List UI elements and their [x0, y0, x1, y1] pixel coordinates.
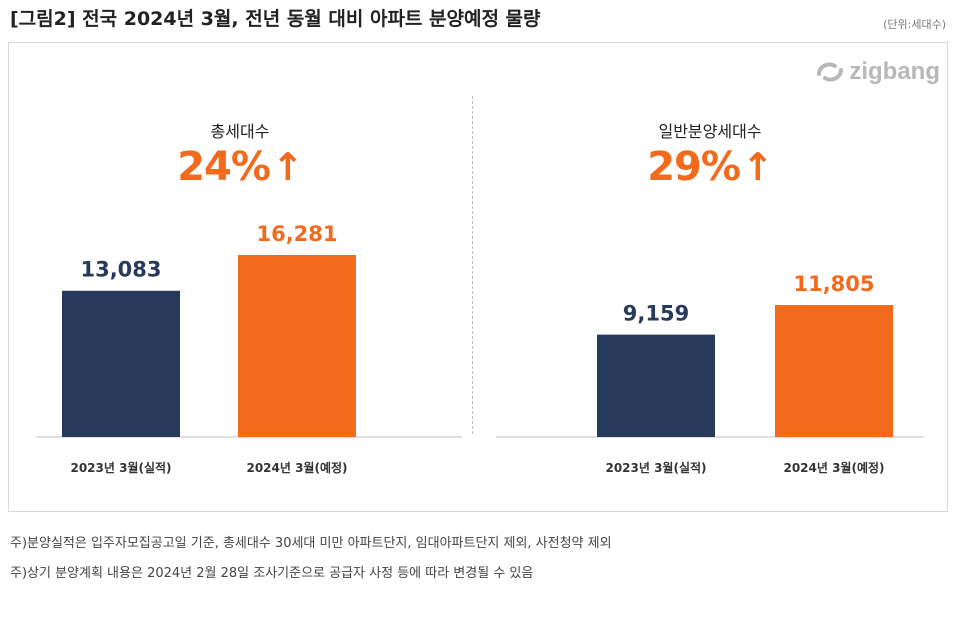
change-general: 29%↑ — [590, 144, 830, 190]
footnote-1: 주)분양실적은 입주자모집공고일 기준, 총세대수 30세대 미만 아파트단지,… — [10, 536, 612, 551]
up-arrow-icon: ↑ — [271, 145, 304, 189]
category-label: 2023년 3월(실적) — [70, 460, 171, 475]
data-label: 9,159 — [623, 302, 689, 326]
category-label: 2024년 3월(예정) — [783, 460, 884, 475]
bar — [775, 305, 893, 437]
category-label: 2024년 3월(예정) — [246, 460, 347, 475]
chart-frame — [8, 42, 948, 512]
unit-label: (단위:세대수) — [883, 18, 946, 31]
change-general-value: 29% — [647, 144, 741, 190]
panel-title-general: 일반분양세대수 — [658, 122, 762, 141]
panel-divider — [472, 96, 473, 434]
change-total: 24%↑ — [120, 144, 360, 190]
data-label: 13,083 — [80, 258, 161, 282]
data-label: 11,805 — [793, 272, 874, 296]
zigbang-logo-icon — [817, 62, 844, 82]
figure-title: [그림2] 전국 2024년 3월, 전년 동월 대비 아파트 분양예정 물량 — [10, 8, 541, 30]
up-arrow-icon: ↑ — [741, 145, 774, 189]
bar — [62, 290, 180, 437]
panel-title-total: 총세대수 — [210, 122, 270, 141]
bar — [238, 255, 356, 437]
zigbang-logo-text: zigbang — [849, 58, 940, 85]
bar — [597, 334, 715, 437]
data-label: 16,281 — [256, 222, 337, 246]
category-label: 2023년 3월(실적) — [605, 460, 706, 475]
zigbang-logo: zigbang — [815, 58, 940, 86]
footnote-2: 주)상기 분양계획 내용은 2024년 2월 28일 조사기준으로 공급자 사정… — [10, 566, 534, 581]
change-total-value: 24% — [177, 144, 271, 190]
